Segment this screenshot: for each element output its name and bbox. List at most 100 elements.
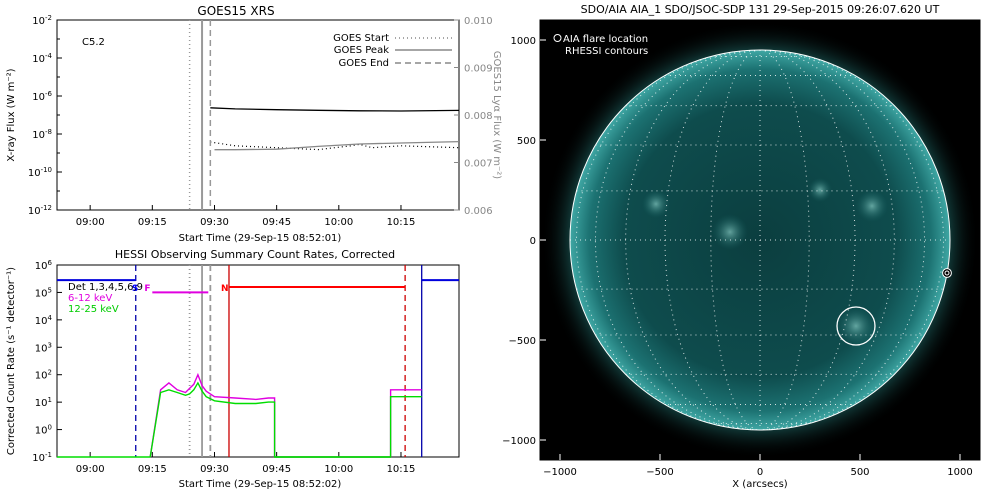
- aia-x-tick-label: 500: [850, 467, 869, 478]
- aia-x-tick-label: 0: [757, 467, 763, 478]
- heliographic-grid: [570, 50, 950, 430]
- hessi-y-tick-label: 101: [35, 396, 52, 409]
- goes-y2-tick-label: 0.006: [464, 206, 493, 217]
- aia-y-tick-label: 0: [530, 236, 536, 247]
- aia-legend-rhessi: RHESSI contours: [565, 46, 648, 57]
- goes-y2-tick-label: 0.010: [464, 16, 493, 27]
- goes-y2-axis-label: GOES15 Lyα Flux (W m⁻²): [491, 51, 502, 179]
- grid-longitude-line: [710, 50, 761, 430]
- grid-longitude-line: [759, 50, 926, 430]
- aia-y-tick-label: −1000: [502, 436, 536, 447]
- goes-legend-start-label: GOES Start: [333, 33, 389, 44]
- goes-y-axis-label: X-ray Flux (W m⁻²): [6, 68, 17, 161]
- hessi-legend: Det 1,3,4,5,6,9 6-12 keV 12-25 keV: [68, 282, 143, 315]
- goes-x-tick-label: 09:00: [76, 217, 105, 228]
- goes-y-tick-label: 10-2: [32, 14, 52, 27]
- goes-legend-peak-label: GOES Peak: [334, 45, 389, 56]
- hessi-y-tick-label: 106: [35, 259, 53, 272]
- goes-series-line: [214, 140, 460, 151]
- goes-y-ticks: 10-2 10-4 10-6 10-8 10-10 10-12: [28, 14, 62, 217]
- hessi-x-tick-label: 09:00: [76, 464, 105, 475]
- hessi-series-group: [57, 372, 422, 458]
- goes-y2-tick-label: 0.009: [464, 64, 493, 75]
- aia-legend-circle-icon: [553, 34, 562, 42]
- aia-y-tick-label: −500: [509, 336, 536, 347]
- hessi-flag-bars: [57, 279, 459, 294]
- aia-y-tick-label: 500: [517, 136, 536, 147]
- aia-y-tick-label: 1000: [511, 36, 536, 47]
- active-region-glow: [808, 178, 832, 202]
- hessi-legend-6-12: 6-12 keV: [68, 293, 112, 304]
- hessi-y-tick-label: 103: [35, 341, 52, 354]
- goes-x-tick-label: 09:15: [138, 217, 167, 228]
- hessi-chart: HESSI Observing Summary Count Rates, Cor…: [6, 248, 460, 490]
- goes-x-axis-label: Start Time (29-Sep-15 08:52:01): [179, 233, 342, 244]
- solar-limb-outline: [569, 49, 951, 431]
- hessi-plot-frame: [56, 264, 460, 458]
- goes-legend-end-label: GOES End: [339, 58, 389, 69]
- hessi-flag-label: N: [221, 284, 229, 294]
- aia-image-chart: SDO/AIA AIA_1 SDO/JSOC-SDP 131 29-Sep-20…: [502, 3, 981, 490]
- active-region-glow: [856, 190, 888, 222]
- goes-y2-tick-label: 0.007: [464, 159, 493, 170]
- aia-flare-location-marker: [942, 268, 952, 278]
- hessi-series-line: [149, 372, 422, 458]
- aia-x-tick-label: −500: [646, 467, 673, 478]
- aia-legend: AIA flare location RHESSI contours: [553, 34, 648, 57]
- hessi-legend-det: Det 1,3,4,5,6,9: [68, 282, 143, 293]
- rhessi-contour-circle: [836, 306, 876, 346]
- active-region-glow: [642, 190, 670, 218]
- grid-longitude-line: [625, 50, 761, 430]
- goes-chart: GOES15 XRS 10-2 10-4 10-6 10-8 10-10 10-12 0.…: [6, 4, 502, 244]
- goes-y-tick-label: 10-4: [32, 52, 52, 65]
- flare-features: [836, 268, 952, 346]
- grid-longitude-line: [594, 50, 761, 430]
- goes-y2-tick-label: 0.008: [464, 111, 493, 122]
- aia-x-tick-label: −1000: [543, 467, 577, 478]
- goes-x-tick-label: 09:45: [262, 217, 291, 228]
- grid-longitude-line: [664, 50, 761, 430]
- hessi-y-tick-label: 10-1: [32, 451, 52, 464]
- hessi-flag-label: F: [144, 284, 150, 294]
- hessi-y-ticks: 106 105 104 103 102 101 100 10-1: [32, 259, 62, 464]
- hessi-y-tick-label: 100: [35, 424, 52, 437]
- goes-x-tick-label: 09:30: [200, 217, 229, 228]
- goes-event-lines: [188, 20, 212, 210]
- hessi-y-tick-label: 105: [35, 286, 52, 299]
- aia-x-axis-label: X (arcsecs): [732, 479, 788, 490]
- grid-longitude-line: [759, 50, 810, 430]
- hessi-y-axis-label: Corrected Count Rate (s⁻¹ detector⁻¹): [6, 267, 17, 455]
- goes-y-tick-label: 10-6: [32, 90, 52, 103]
- goes-x-tick-label: 10:00: [324, 217, 353, 228]
- goes-series-line: [210, 107, 460, 112]
- aia-x-ticks: −1000 −500 0 500 1000: [543, 454, 973, 478]
- aia-legend-flare-location: AIA flare location: [563, 34, 648, 45]
- aia-x-tick-label: 1000: [947, 467, 972, 478]
- hessi-x-tick-label: 10:15: [387, 464, 416, 475]
- hessi-x-tick-label: 09:45: [262, 464, 291, 475]
- goes-y2-ticks: 0.010 0.009 0.008 0.007 0.006: [454, 16, 493, 217]
- active-region-glow: [712, 214, 748, 250]
- hessi-x-axis-label: Start Time (29-Sep-15 08:52:02): [179, 479, 342, 490]
- goes-y-tick-label: 10-12: [28, 204, 52, 217]
- hessi-y-tick-label: 104: [35, 314, 53, 327]
- aia-title: SDO/AIA AIA_1 SDO/JSOC-SDP 131 29-Sep-20…: [581, 3, 940, 16]
- grid-longitude-line: [759, 50, 856, 430]
- grid-longitude-line: [759, 50, 895, 430]
- aia-y-ticks: 1000 500 0 −500 −1000: [502, 36, 546, 447]
- goes-series-group: [210, 107, 460, 151]
- goes-class-annotation: C5.2: [82, 37, 105, 48]
- hessi-y-tick-label: 102: [35, 369, 52, 382]
- hessi-series-line: [149, 381, 422, 458]
- goes-legend: GOES Start GOES Peak GOES End: [333, 33, 452, 69]
- goes-plot-frame: [56, 19, 460, 211]
- goes-x-ticks: 09:00 09:15 09:30 09:45 10:00 10:15: [76, 205, 415, 228]
- hessi-x-ticks: 09:00 09:15 09:30 09:45 10:00 10:15: [76, 452, 416, 475]
- aia-flare-location-contour: [944, 270, 950, 276]
- hessi-x-tick-label: 09:30: [200, 464, 229, 475]
- hessi-x-tick-label: 10:00: [324, 464, 353, 475]
- hessi-marker-lines: [135, 265, 423, 457]
